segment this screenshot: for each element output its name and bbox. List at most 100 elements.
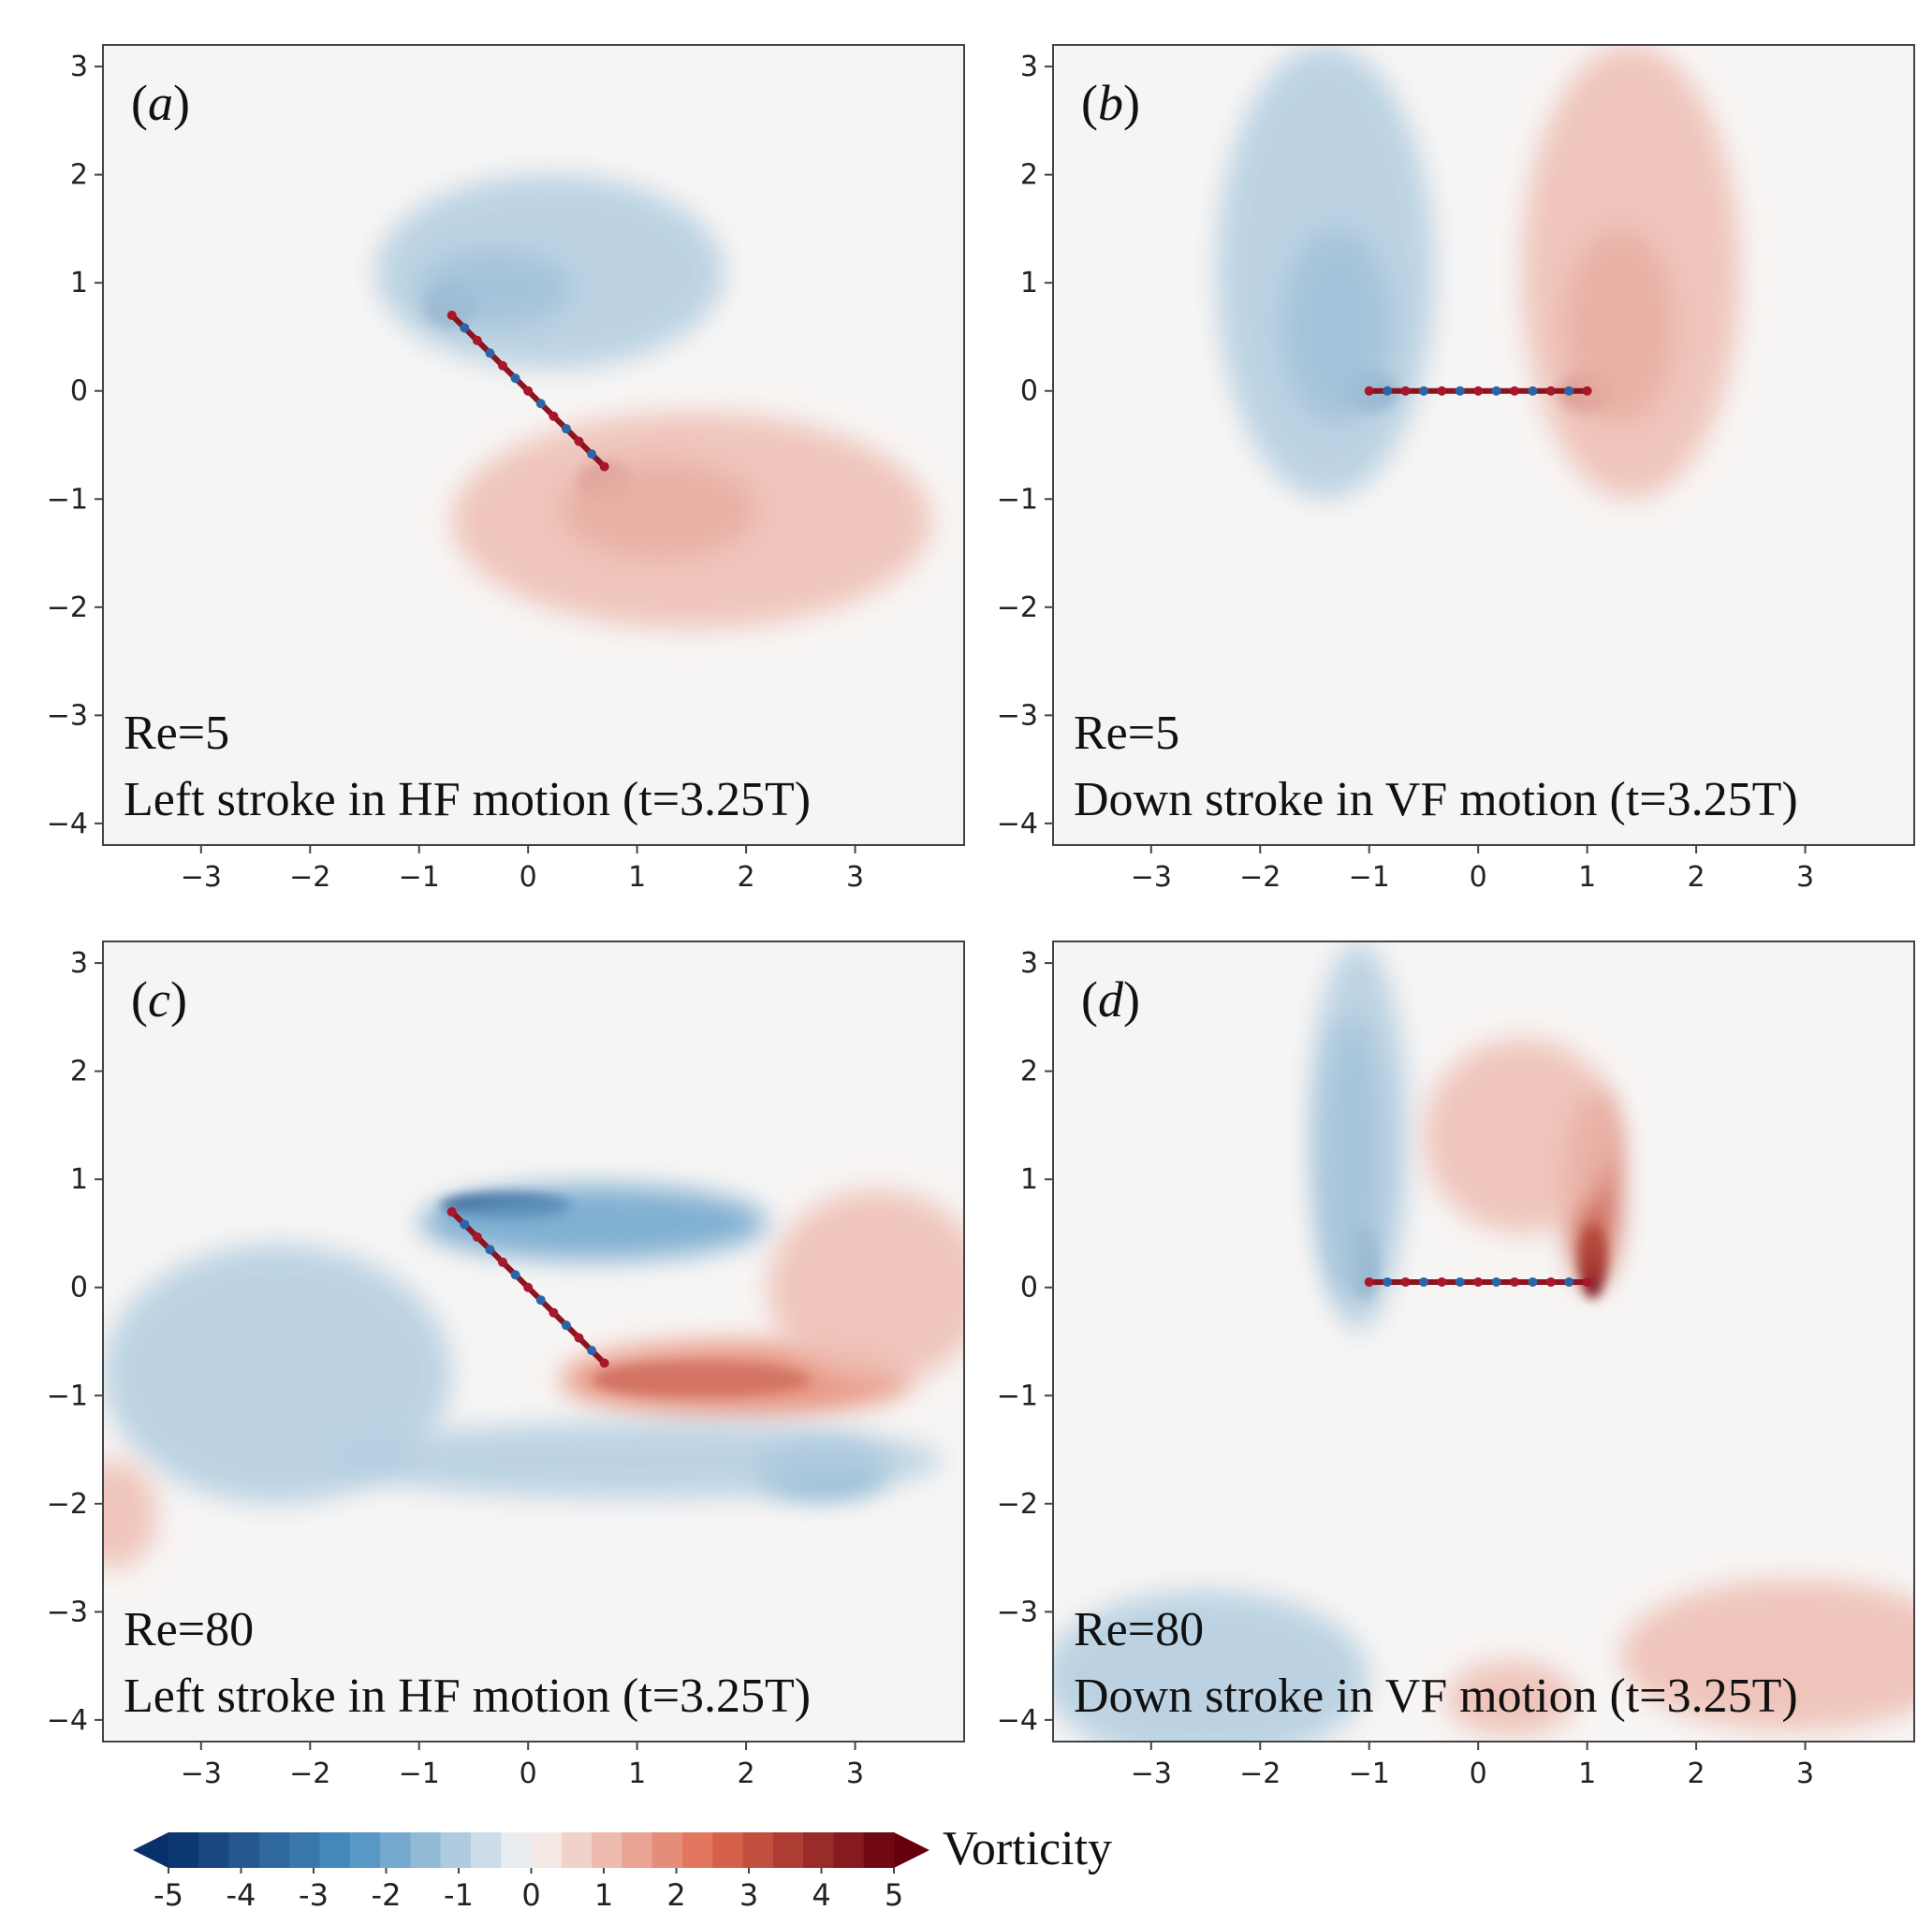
y-tick-label: −1 bbox=[47, 483, 88, 516]
plate-marker bbox=[1455, 386, 1465, 396]
vortex-blob bbox=[331, 1422, 943, 1499]
y-tick-label: 3 bbox=[1020, 947, 1038, 980]
plate-marker bbox=[1383, 386, 1393, 396]
panel-label: (d) bbox=[1081, 971, 1140, 1028]
plate-marker bbox=[1491, 1276, 1501, 1287]
reynolds-label: Re=80 bbox=[1074, 1603, 1204, 1656]
plate-marker bbox=[523, 1282, 534, 1292]
axes-frame bbox=[1052, 44, 1915, 846]
plate-marker bbox=[1545, 1276, 1556, 1287]
colorbar-swatch bbox=[651, 1832, 683, 1868]
panel-c: −3 −2 −1 0 1 2 3 3 2 1 0 −1 −2 −3 −4 (c) Re=80 Left strok… bbox=[47, 941, 965, 1790]
x-tick-label: −3 bbox=[181, 1757, 222, 1790]
y-tick-label: 1 bbox=[1020, 267, 1038, 299]
colorbar-swatch bbox=[168, 1832, 199, 1868]
vortex-blob bbox=[418, 1184, 768, 1261]
plate-marker bbox=[561, 1320, 571, 1331]
x-tick-label: −1 bbox=[399, 1757, 440, 1790]
y-tick-label: −3 bbox=[47, 1596, 88, 1628]
plate bbox=[1364, 1276, 1592, 1287]
colorbar-tick-label: 2 bbox=[666, 1877, 685, 1913]
reynolds-label: Re=80 bbox=[124, 1603, 254, 1656]
colorbar-swatch bbox=[712, 1832, 744, 1868]
x-tick-label: 1 bbox=[1578, 1757, 1596, 1790]
y-tick-label: 1 bbox=[70, 1163, 88, 1196]
plate-marker bbox=[472, 1232, 482, 1242]
plate-marker bbox=[1545, 386, 1556, 396]
y-tick-label: 1 bbox=[1020, 1163, 1038, 1196]
y-tick-label: −3 bbox=[997, 699, 1038, 732]
reynolds-label: Re=5 bbox=[124, 707, 229, 760]
plate-marker bbox=[472, 335, 482, 345]
plate-marker bbox=[549, 1307, 559, 1318]
x-tick-label: 2 bbox=[738, 1757, 755, 1790]
y-tick-label: 0 bbox=[1020, 1272, 1038, 1305]
y-tick-label: 0 bbox=[70, 375, 88, 408]
vortex-blob bbox=[375, 174, 724, 370]
colorbar-tick-label: 4 bbox=[812, 1877, 830, 1913]
x-tick-label: 3 bbox=[1796, 861, 1814, 894]
colorbar-swatch bbox=[803, 1832, 835, 1868]
y-tick-label: 3 bbox=[70, 947, 88, 980]
x-tick-label: 1 bbox=[628, 1757, 646, 1790]
x-tick-label: −3 bbox=[181, 861, 222, 894]
x-tick-label: 3 bbox=[846, 861, 864, 894]
colorbar-swatch bbox=[228, 1832, 260, 1868]
panel-label: (c) bbox=[131, 971, 187, 1028]
colorbar-swatch bbox=[833, 1832, 865, 1868]
plate-marker bbox=[1418, 386, 1428, 396]
plot-background bbox=[1053, 45, 1914, 845]
x-tick-label: 0 bbox=[1470, 1757, 1487, 1790]
plate-marker bbox=[510, 373, 520, 384]
colorbar-tick-label: 0 bbox=[521, 1877, 540, 1913]
motion-label: Left stroke in HF motion (t=3.25T) bbox=[124, 773, 811, 826]
y-tick-label: −4 bbox=[997, 1704, 1038, 1737]
plate-marker bbox=[535, 1295, 546, 1305]
motion-label: Down stroke in VF motion (t=3.25T) bbox=[1074, 1670, 1798, 1723]
reynolds-label: Re=5 bbox=[1074, 707, 1179, 760]
plate-marker bbox=[1564, 1276, 1574, 1287]
colorbar-swatch bbox=[198, 1832, 230, 1868]
axes-frame bbox=[102, 44, 965, 846]
vortex-blob bbox=[1053, 1590, 1369, 1742]
y-tick-label: −3 bbox=[47, 699, 88, 732]
colorbar-tick-label: -5 bbox=[154, 1877, 183, 1913]
plate-marker bbox=[1437, 1276, 1447, 1287]
x-tick-label: 0 bbox=[520, 1757, 537, 1790]
vortex-blob bbox=[1216, 45, 1435, 500]
vortex-blob bbox=[103, 1244, 452, 1504]
plate-marker bbox=[460, 323, 470, 333]
x-tick-label: −2 bbox=[1239, 1757, 1281, 1790]
plate-marker bbox=[446, 1206, 457, 1217]
plate-marker bbox=[485, 348, 495, 358]
motion-label: Down stroke in VF motion (t=3.25T) bbox=[1074, 773, 1798, 826]
plate bbox=[1364, 386, 1592, 396]
plate-marker bbox=[1455, 1276, 1465, 1287]
y-tick-label: 2 bbox=[70, 1056, 88, 1088]
plate-marker bbox=[460, 1219, 470, 1230]
axes-frame bbox=[1052, 941, 1915, 1743]
y-tick-label: −1 bbox=[997, 483, 1038, 516]
y-tick-label: 2 bbox=[70, 159, 88, 192]
x-tick-label: 2 bbox=[1688, 861, 1705, 894]
y-tick-label: 1 bbox=[70, 267, 88, 299]
plate-marker bbox=[1582, 1276, 1592, 1287]
plate-marker bbox=[599, 461, 609, 472]
plate-marker bbox=[1437, 386, 1447, 396]
colorbar-swatch bbox=[622, 1832, 653, 1868]
panel-a: −3 −2 −1 0 1 2 3 3 2 1 0 −1 −2 −3 −4 (a) Re=5 Left stroke… bbox=[47, 44, 965, 894]
plate-marker bbox=[1528, 386, 1538, 396]
colorbar-tick-label: 5 bbox=[885, 1877, 903, 1913]
colorbar-swatch bbox=[561, 1832, 593, 1868]
vorticity-field bbox=[103, 1184, 964, 1569]
y-tick-label: −2 bbox=[47, 1488, 88, 1521]
colorbar-swatch bbox=[380, 1832, 411, 1868]
x-tick-label: 3 bbox=[1796, 1757, 1814, 1790]
plate-marker bbox=[1509, 386, 1519, 396]
colorbar-extend-min bbox=[133, 1832, 168, 1868]
vortex-blob bbox=[451, 412, 932, 629]
colorbar-swatch bbox=[289, 1832, 321, 1868]
panel-b: −3 −2 −1 0 1 2 3 3 2 1 0 −1 −2 −3 −4 (b) Re=5 Down stroke… bbox=[997, 44, 1915, 894]
vortex-blob bbox=[1445, 1660, 1576, 1737]
colorbar-swatch bbox=[258, 1832, 290, 1868]
